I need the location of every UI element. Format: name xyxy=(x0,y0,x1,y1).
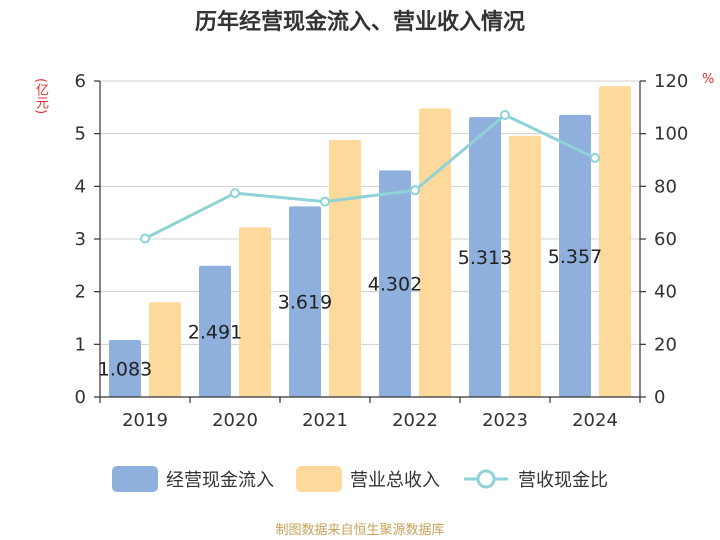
left-axis-tick-label: 6 xyxy=(75,71,86,92)
legend-swatch-revenue xyxy=(296,466,342,492)
x-axis-tick-label: 2023 xyxy=(482,410,528,431)
ratio-point xyxy=(320,196,330,207)
legend-swatch-ratio xyxy=(464,469,508,489)
ratio-point xyxy=(500,109,510,120)
ratio-point xyxy=(230,188,240,199)
right-axis-tick-label: 60 xyxy=(654,229,677,250)
bar-cash-inflow xyxy=(469,117,501,397)
legend-item-revenue[interactable]: 营业总收入 xyxy=(296,466,440,492)
ratio-point xyxy=(140,233,150,244)
bar-revenue xyxy=(599,86,631,398)
legend-swatch-cash-inflow xyxy=(112,466,158,492)
bar-revenue xyxy=(419,108,451,398)
bar-data-label: 4.302 xyxy=(368,274,422,296)
right-axis-tick-label: 120 xyxy=(654,71,688,92)
bar-cash-inflow xyxy=(199,265,231,397)
bar-data-label: 3.619 xyxy=(278,292,332,314)
bar-revenue xyxy=(239,227,271,397)
bar-cash-inflow xyxy=(289,206,321,397)
left-axis-tick-label: 2 xyxy=(75,282,86,303)
ratio-point xyxy=(590,152,600,163)
bar-data-label: 2.491 xyxy=(188,321,242,343)
left-axis-unit: (亿元) xyxy=(33,78,48,115)
legend-item-ratio[interactable]: 营收现金比 xyxy=(462,466,608,492)
right-axis-tick-label: 80 xyxy=(654,176,677,197)
x-axis-tick-label: 2019 xyxy=(122,410,168,431)
left-axis-tick-label: 4 xyxy=(75,176,86,197)
right-axis-tick-label: 20 xyxy=(654,334,677,355)
x-axis-tick-label: 2020 xyxy=(212,410,258,431)
right-axis-tick-label: 40 xyxy=(654,282,677,303)
right-axis-tick-label: 100 xyxy=(654,124,688,145)
x-axis-tick-label: 2022 xyxy=(392,410,438,431)
right-axis-unit: % xyxy=(702,72,715,87)
left-axis-tick-label: 3 xyxy=(75,229,86,250)
left-axis-tick-label: 5 xyxy=(75,124,86,145)
bar-data-label: 5.313 xyxy=(458,247,512,269)
legend-label-ratio: 营收现金比 xyxy=(518,470,608,491)
legend-label-revenue: 营业总收入 xyxy=(350,470,440,491)
legend-item-cash-inflow[interactable]: 经营现金流入 xyxy=(112,466,274,492)
legend-label-cash-inflow: 经营现金流入 xyxy=(166,470,274,491)
bar-cash-inflow xyxy=(559,114,591,397)
bar-data-label: 1.083 xyxy=(98,358,152,380)
bar-revenue xyxy=(329,139,361,397)
x-axis-tick-label: 2021 xyxy=(302,410,348,431)
left-axis-tick-label: 0 xyxy=(75,387,86,408)
ratio-point xyxy=(410,185,420,196)
bar-cash-inflow xyxy=(109,339,141,397)
chart-title: 历年经营现金流入、营业收入情况 xyxy=(194,10,525,35)
bar-data-label: 5.357 xyxy=(548,246,602,268)
bar-revenue xyxy=(149,302,181,397)
source-note: 制图数据来自恒生聚源数据库 xyxy=(275,523,445,538)
left-axis-tick-label: 1 xyxy=(75,334,86,355)
bar-revenue xyxy=(509,135,541,398)
legend: 经营现金流入 营业总收入 营收现金比 xyxy=(0,466,720,492)
right-axis-tick-label: 0 xyxy=(654,387,665,408)
x-axis-tick-label: 2024 xyxy=(572,410,618,431)
ratio-line xyxy=(144,113,596,240)
bar-cash-inflow xyxy=(379,170,411,397)
